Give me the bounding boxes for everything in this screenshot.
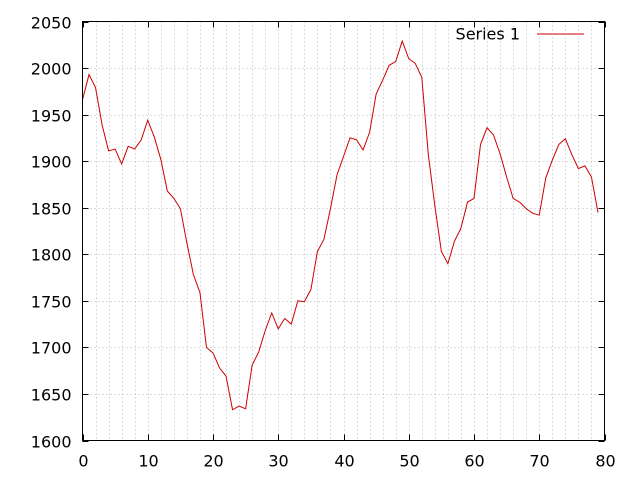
plot-frame — [82, 21, 605, 441]
x-tick-label: 60 — [464, 452, 484, 471]
x-axis: 0 10 20 30 40 50 60 70 80 — [78, 21, 616, 471]
x-tick-label: 20 — [203, 452, 223, 471]
x-tick-label: 10 — [138, 452, 158, 471]
y-tick-label: 1700 — [31, 339, 72, 358]
legend: Series 1 — [456, 25, 584, 44]
y-tick-label: 2050 — [31, 14, 72, 33]
x-tick-label: 70 — [529, 452, 549, 471]
y-tick-label: 1800 — [31, 246, 72, 265]
y-axis: 1600 1650 1700 1750 1800 1850 1900 1950 2000 2050 — [31, 14, 605, 452]
series-1-line — [82, 39, 599, 411]
x-tick-label: 50 — [399, 452, 419, 471]
y-tick-label: 1750 — [31, 293, 72, 312]
y-tick-label: 2000 — [31, 60, 72, 79]
x-tick-label: 0 — [78, 452, 88, 471]
x-tick-label: 30 — [268, 452, 288, 471]
y-tick-label: 1950 — [31, 107, 72, 126]
y-tick-label: 1650 — [31, 386, 72, 405]
y-tick-label: 1600 — [31, 433, 72, 452]
legend-label-series-1: Series 1 — [456, 25, 520, 44]
x-tick-label: 40 — [334, 452, 354, 471]
grid-lines — [82, 21, 605, 441]
y-tick-label: 1850 — [31, 200, 72, 219]
x-tick-label: 80 — [595, 452, 615, 471]
y-tick-label: 1900 — [31, 153, 72, 172]
